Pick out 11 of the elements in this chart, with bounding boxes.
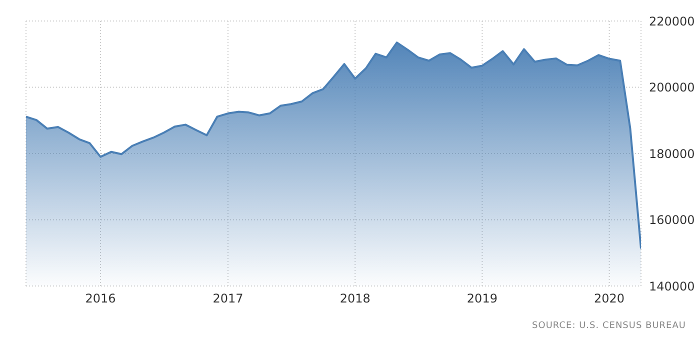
- x-tick-label: 2019: [466, 292, 498, 306]
- y-tick-label: 180000: [649, 146, 695, 161]
- y-tick-label: 220000: [649, 14, 695, 28]
- x-tick-label: 2020: [594, 292, 625, 306]
- y-tick-label: 160000: [649, 213, 695, 228]
- x-tick-label: 2018: [340, 292, 370, 306]
- source-note: SOURCE: U.S. CENSUS BUREAU: [532, 321, 686, 331]
- x-tick-label: 2016: [85, 292, 116, 306]
- y-tick-label: 140000: [649, 279, 695, 294]
- x-tick-label: 2017: [212, 292, 244, 306]
- y-tick-label: 200000: [649, 80, 695, 95]
